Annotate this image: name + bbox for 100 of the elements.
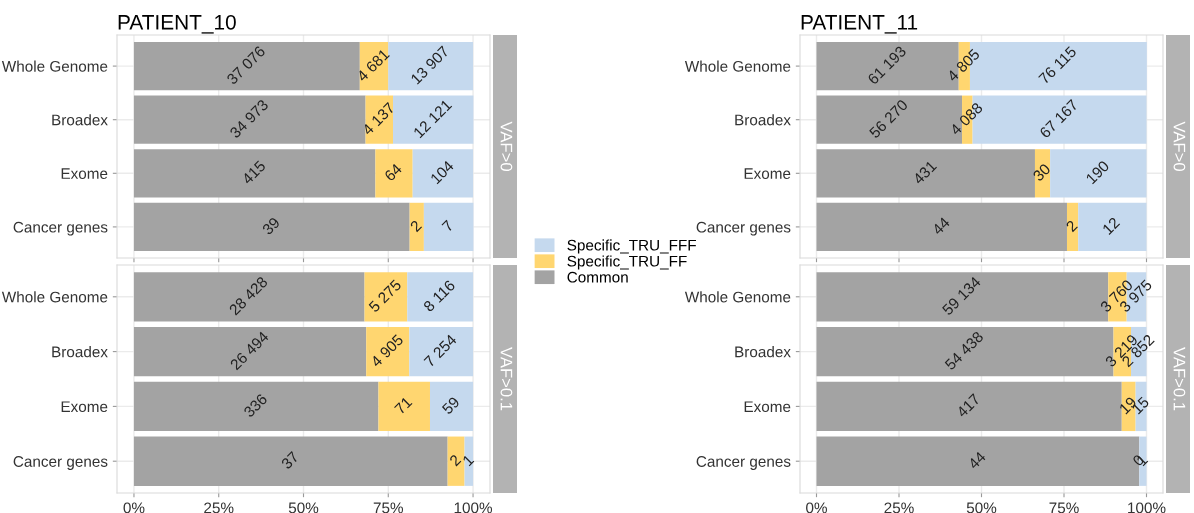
y-tick-label: Whole Genome	[684, 291, 791, 303]
bar	[133, 149, 376, 198]
bar	[366, 326, 410, 377]
y-tick-label: Cancer genes	[696, 456, 791, 470]
annotation: 190	[1085, 159, 1110, 185]
bar	[133, 95, 366, 144]
annotation: 2	[448, 454, 462, 467]
bar	[464, 436, 474, 486]
chart-title: PATIENT_11	[801, 15, 918, 34]
y-tick-label: Whole Genome	[684, 60, 791, 72]
y-tick-label: Cancer genes	[696, 221, 791, 236]
annotation: 4 805	[946, 48, 981, 83]
chart-title: PATIENT_10	[118, 14, 236, 34]
bar	[364, 272, 408, 322]
annotation: 8 116	[422, 279, 456, 313]
x-tick-label: 25%	[204, 502, 234, 513]
bar	[133, 436, 448, 486]
annotation: 2	[1065, 219, 1078, 233]
annotation: 64	[383, 162, 403, 182]
annotation: 5 275	[368, 278, 402, 313]
annotation: 4 905	[369, 333, 404, 368]
bar	[393, 95, 474, 144]
x-tick-label: 0%	[123, 502, 145, 513]
x-tick-label: 50%	[966, 502, 997, 513]
legend-label: Specific_TRU_FF	[567, 255, 687, 270]
bar	[407, 272, 474, 322]
annotation: 417	[955, 393, 981, 418]
annotation: 71	[394, 396, 413, 415]
bar	[816, 326, 1114, 377]
annotation: 59	[441, 396, 461, 415]
annotation: 4 681	[356, 48, 390, 83]
annotation: 431	[912, 160, 938, 185]
bar	[378, 381, 430, 432]
annotation: 2	[409, 219, 423, 233]
legend-label: Common	[567, 271, 628, 283]
x-tick-label: 75%	[373, 502, 404, 513]
annotation: 26 494	[229, 330, 270, 371]
y-tick-label: Cancer genes	[13, 221, 108, 236]
y-axis-title: VAF>0	[500, 121, 513, 171]
y-tick-label: Cancer genes	[13, 456, 108, 470]
bar	[1066, 202, 1079, 252]
bar	[816, 149, 1035, 198]
bar	[429, 381, 474, 432]
bar	[816, 381, 1122, 432]
y-axis-title: VAF>0	[1173, 121, 1186, 171]
y-tick-label: Whole Genome	[1, 291, 108, 303]
bar	[816, 202, 1067, 252]
bar	[409, 202, 424, 252]
annotation: 67 167	[1038, 98, 1079, 139]
bar	[423, 202, 474, 252]
y-tick-label: Broadex	[52, 346, 108, 358]
y-tick-label: Exome	[61, 168, 108, 179]
annotation: 4 137	[361, 101, 396, 136]
annotation: 30	[1032, 162, 1052, 182]
y-tick-label: Exome	[744, 401, 791, 413]
bar	[1050, 149, 1147, 198]
legend-label: Specific_TRU_FFF	[567, 239, 696, 254]
bar	[133, 202, 410, 252]
y-tick-label: Exome	[744, 168, 791, 179]
annotation: 4 088	[949, 101, 984, 136]
x-tick-label: 100%	[454, 502, 493, 513]
bar	[409, 326, 474, 377]
annotation: 56 270	[868, 98, 909, 139]
bar	[388, 41, 474, 91]
y-tick-label: Broadex	[52, 114, 108, 126]
y-tick-label: Broadex	[735, 346, 791, 358]
x-tick-label: 0%	[806, 502, 827, 513]
x-tick-label: 100%	[1128, 502, 1166, 513]
annotation: 59 134	[941, 275, 982, 316]
bar	[375, 149, 413, 198]
annotation: 7 254	[423, 333, 458, 368]
y-tick-label: Whole Genome	[1, 60, 108, 72]
annotation: 336	[243, 393, 268, 418]
bar	[133, 41, 360, 91]
annotation: 39	[261, 216, 281, 236]
y-tick-label: Exome	[61, 401, 108, 413]
x-tick-label: 75%	[1049, 502, 1079, 513]
bar	[133, 326, 367, 377]
y-axis-title: VAF>0.1	[500, 347, 513, 411]
annotation: 37 076	[226, 45, 266, 86]
annotation: 44	[967, 450, 987, 470]
annotation: 37	[280, 451, 300, 470]
annotation: 7	[441, 219, 454, 233]
annotation: 13 907	[410, 45, 450, 85]
bar	[365, 95, 394, 144]
annotation: 12	[1101, 216, 1121, 235]
bar	[816, 272, 1109, 322]
annotation: 44	[931, 216, 951, 236]
y-axis-title: VAF>0.1	[1173, 347, 1186, 411]
annotation: 54 438	[944, 330, 984, 371]
annotation: 34 973	[229, 98, 269, 139]
annotation: 12 121	[412, 98, 453, 139]
bar	[1135, 381, 1147, 432]
y-tick-label: Broadex	[735, 114, 791, 126]
bar	[1078, 202, 1147, 252]
bar	[133, 381, 379, 432]
annotation: 28 428	[228, 275, 269, 316]
annotation: 415	[241, 160, 267, 185]
x-tick-label: 50%	[288, 502, 319, 513]
annotation: 76 115	[1038, 45, 1077, 85]
